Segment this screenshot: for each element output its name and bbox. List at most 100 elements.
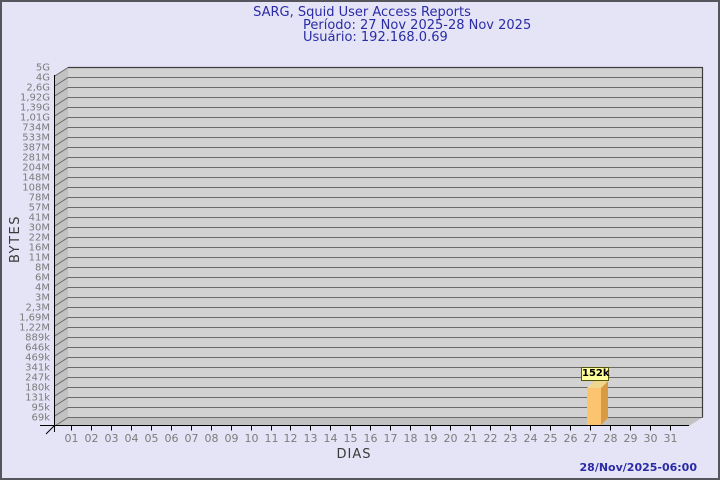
x-tick-label: 23 [504, 432, 518, 445]
y-tick-label: 734M [22, 123, 50, 134]
grid-line-wall-segment [53, 187, 69, 197]
report-title: SARG, Squid User Access Reports [253, 5, 471, 20]
y-axis-title: BYTES [8, 214, 23, 264]
grid-line-wall-segment [53, 307, 69, 317]
grid-line-wall-segment [53, 67, 69, 77]
grid-line-wall-segment [53, 137, 69, 147]
grid-line-wall-segment [53, 367, 69, 377]
y-tick-label: 95k [31, 403, 50, 414]
grid-line-wall-segment [53, 377, 69, 387]
grid-line-wall-segment [53, 277, 69, 287]
grid-line-wall-segment [53, 177, 69, 187]
x-tick-label: 26 [564, 432, 578, 445]
grid-line-wall-segment [53, 107, 69, 117]
grid-line-wall-segment [53, 407, 69, 417]
grid-line-wall-segment [53, 207, 69, 217]
grid-line-wall-segment [53, 397, 69, 407]
bar-front-face [587, 388, 601, 425]
x-tick-label: 06 [165, 432, 179, 445]
x-tick-label: 01 [65, 432, 79, 445]
y-tick-label: 6M [35, 273, 50, 284]
y-tick-label: 204M [22, 163, 50, 174]
grid-line-wall-segment [53, 337, 69, 347]
x-tick-label: 16 [364, 432, 378, 445]
x-tick-label: 12 [284, 432, 298, 445]
x-tick-label: 20 [444, 432, 458, 445]
y-tick-label: 2,3M [25, 303, 50, 314]
x-tick-label: 02 [85, 432, 99, 445]
y-tick-label: 78M [29, 193, 50, 204]
grid-line-wall-segment [53, 257, 69, 267]
x-tick-label: 28 [604, 432, 618, 445]
grid-line-wall-segment [53, 267, 69, 277]
y-tick-label: 69k [31, 413, 50, 424]
grid-line-wall-segment [53, 87, 69, 97]
y-tick-label: 533M [22, 133, 50, 144]
y-tick-label: 4G [36, 73, 50, 84]
y-tick-label: 30M [29, 223, 50, 234]
y-tick-label: 1,22M [19, 323, 50, 334]
x-axis-title: DIAS [336, 447, 372, 462]
grid-line-wall-segment [53, 197, 69, 207]
y-tick-label: 281M [22, 153, 50, 164]
chart-floor [54, 417, 703, 426]
grid-line-wall-segment [53, 117, 69, 127]
generated-timestamp: 28/Nov/2025-06:00 [579, 461, 697, 474]
y-tick-label: 41M [29, 213, 50, 224]
x-tick-label: 10 [245, 432, 259, 445]
bar-top-face [587, 381, 608, 388]
grid-line-wall-segment [53, 147, 69, 157]
y-tick-label: 5G [36, 63, 50, 74]
chart-left-wall [54, 67, 68, 426]
grid-line-wall-segment [53, 217, 69, 227]
x-tick-label: 04 [125, 432, 139, 445]
y-tick-label: 57M [29, 203, 50, 214]
bar-value-annotation: 152k [581, 367, 610, 381]
y-tick-label: 247k [25, 373, 50, 384]
grid-line-wall-segment [53, 327, 69, 337]
x-tick-label: 24 [524, 432, 538, 445]
y-tick-label: 16M [29, 243, 50, 254]
y-tick-label: 148M [22, 173, 50, 184]
chart-back-wall [68, 67, 703, 417]
x-tick-label: 17 [384, 432, 398, 445]
grid-line-wall-segment [53, 387, 69, 397]
x-tick-label: 07 [185, 432, 199, 445]
report-period: Período: 27 Nov 2025-28 Nov 2025 [303, 18, 532, 33]
y-tick-label: 180k [25, 383, 50, 394]
grid-line-wall-segment [53, 237, 69, 247]
report-user: Usuário: 192.168.0.69 [303, 30, 448, 45]
grid-line-wall-segment [53, 157, 69, 167]
x-tick-label: 05 [145, 432, 159, 445]
x-tick-label: 11 [265, 432, 279, 445]
grid-line-wall-segment [53, 247, 69, 257]
x-tick-label: 19 [424, 432, 438, 445]
y-tick-label: 1,92G [20, 93, 50, 104]
grid-line-wall-segment [53, 77, 69, 87]
y-tick-label: 1,39G [20, 103, 50, 114]
x-tick-label: 30 [644, 432, 658, 445]
x-tick-label: 13 [304, 432, 318, 445]
y-tick-label: 131k [25, 393, 50, 404]
y-tick-label: 2,6G [26, 83, 50, 94]
y-tick-label: 4M [35, 283, 50, 294]
x-tick-label: 18 [404, 432, 418, 445]
y-tick-label: 108M [22, 183, 50, 194]
y-tick-label: 8M [35, 263, 50, 274]
grid-line-wall-segment [53, 287, 69, 297]
x-tick-label: 31 [664, 432, 678, 445]
x-tick-label: 09 [225, 432, 239, 445]
y-tick-label: 22M [29, 233, 50, 244]
x-tick-label: 22 [484, 432, 498, 445]
x-tick-label: 08 [205, 432, 219, 445]
x-tick-label: 29 [624, 432, 638, 445]
grid-line-wall-segment [53, 127, 69, 137]
grid-line-wall-segment [53, 357, 69, 367]
x-tick-label: 15 [344, 432, 358, 445]
grid-line-wall-segment [53, 317, 69, 327]
grid-line-wall-segment [53, 97, 69, 107]
x-tick-label: 03 [105, 432, 119, 445]
grid-line-wall-segment [53, 347, 69, 357]
y-tick-label: 646k [25, 343, 50, 354]
